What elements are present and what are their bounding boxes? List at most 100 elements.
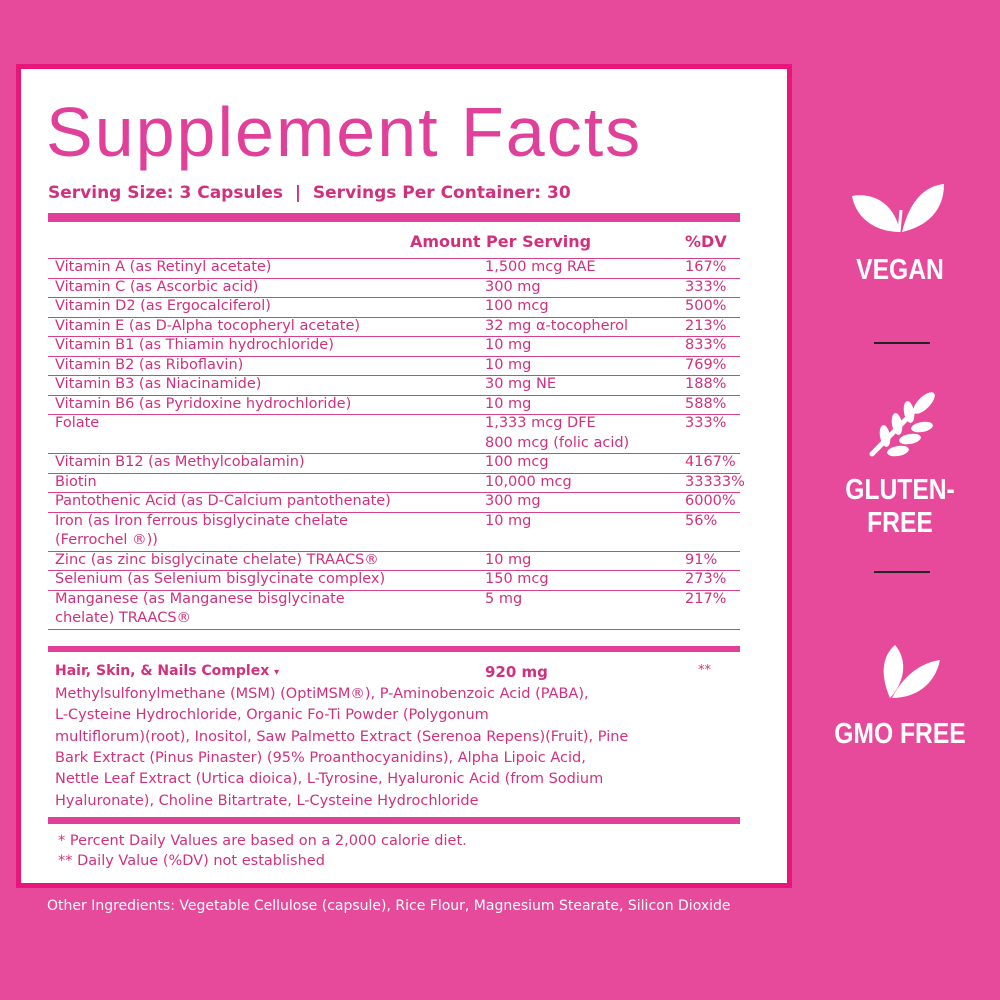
nutrient-name: Zinc (as zinc bisglycinate chelate) TRAA… — [55, 551, 379, 568]
vegan-icon — [852, 184, 944, 233]
nutrient-name: Selenium (as Selenium bisglycinate compl… — [55, 571, 386, 587]
daily-value: 769% — [685, 356, 727, 373]
amount: 5 mg — [485, 590, 523, 607]
footnote: ** Daily Value (%DV) not established — [58, 853, 325, 869]
row-rule — [48, 589, 740, 591]
nutrient-name: Vitamin B3 (as Niacinamide) — [55, 376, 262, 392]
badge: GMO FREE — [834, 718, 966, 750]
facts-panel — [16, 64, 792, 888]
row-rule — [48, 511, 740, 513]
nutrient-name: Manganese (as Manganese bisglycinate — [55, 590, 345, 607]
row-rule — [48, 258, 740, 259]
dv-header: %DV — [685, 232, 727, 251]
row-rule — [48, 472, 740, 474]
daily-value: 4167% — [685, 454, 736, 470]
footnote: * Percent Daily Values are based on a 2,… — [58, 833, 467, 849]
separator — [874, 342, 930, 344]
ingredient-line: L-Cysteine Hydrochloride, Organic Fo-Ti … — [55, 707, 489, 724]
row-rule — [48, 414, 740, 415]
daily-value: 273% — [685, 571, 727, 587]
daily-value: 833% — [685, 337, 727, 353]
complex-amount: 920 mg — [485, 663, 548, 681]
nutrient-name: Vitamin B1 (as Thiamin hydrochloride) — [55, 337, 334, 353]
nutrient-name: Biotin — [55, 473, 97, 490]
row-rule — [48, 453, 740, 454]
row-rule — [48, 492, 740, 493]
amount: 10 mg — [485, 512, 532, 529]
row-rule — [48, 628, 740, 630]
wheat-icon — [869, 392, 935, 457]
amount: 800 mcg (folic acid) — [485, 434, 630, 451]
nutrient-name: Pantothenic Acid (as D-Calcium pantothen… — [55, 493, 391, 509]
amount: 100 mcg — [485, 298, 549, 314]
daily-value: 217% — [685, 590, 727, 607]
complex-dv: ** — [698, 663, 711, 678]
nutrient-name: Vitamin D2 (as Ergocalciferol) — [55, 298, 271, 314]
daily-value: 91% — [685, 551, 718, 568]
nutrient-name: Vitamin B12 (as Methylcobalamin) — [55, 454, 305, 470]
row-rule — [48, 375, 740, 376]
nutrient-name: Vitamin E (as D-Alpha tocopheryl acetate… — [55, 317, 361, 334]
ingredient-line: Bark Extract (Pinus Pinaster) (95% Proan… — [55, 749, 586, 766]
row-rule — [48, 355, 740, 357]
amount: 150 mcg — [485, 571, 549, 587]
ingredient-line: Hyaluronate), Choline Bitartrate, L-Cyst… — [55, 792, 479, 809]
nutrient-name: (Ferrochel ®)) — [55, 532, 158, 548]
row-rule — [48, 277, 740, 279]
title: Supplement Facts — [46, 93, 643, 171]
amount: 10 mg — [485, 551, 532, 568]
amount: 10 mg — [485, 337, 532, 353]
amount-header: Amount Per Serving — [410, 232, 592, 251]
complex-name: Hair, Skin, & Nails Complex ▾ — [55, 663, 279, 679]
amount: 1,333 mcg DFE — [485, 415, 596, 431]
daily-value: 500% — [685, 298, 727, 314]
daily-value: 167% — [685, 259, 727, 275]
separator — [874, 571, 930, 573]
ingredient-line: multiflorum)(root), Inositol, Saw Palmet… — [55, 728, 629, 745]
amount: 100 mcg — [485, 454, 549, 470]
amount: 1,500 mcg RAE — [485, 259, 596, 275]
daily-value: 333% — [685, 278, 727, 295]
row-rule — [48, 297, 740, 298]
row-rule — [48, 336, 740, 337]
ingredient-line: Methylsulfonylmethane (MSM) (OptiMSM®), … — [55, 686, 589, 702]
nutrient-name: chelate) TRAACS® — [55, 610, 192, 626]
serving: Serving Size: 3 Capsules | Servings Per … — [48, 183, 571, 203]
row-rule — [48, 550, 740, 552]
amount: 30 mg NE — [485, 376, 557, 392]
daily-value: 33333% — [685, 473, 745, 490]
row-rule — [48, 570, 740, 571]
nutrient-name: Vitamin B2 (as Riboflavin) — [55, 356, 244, 373]
thick-rule — [48, 213, 740, 222]
row-rule — [48, 316, 740, 318]
nutrient-name: Folate — [55, 415, 100, 431]
amount: 300 mg — [485, 278, 541, 295]
thick-rule — [48, 817, 740, 824]
amount: 32 mg α-tocopherol — [485, 317, 629, 334]
nutrient-name: Iron (as Iron ferrous bisglycinate chela… — [55, 512, 348, 529]
daily-value: 6000% — [685, 493, 736, 509]
daily-value: 188% — [685, 376, 727, 392]
thick-rule — [48, 646, 740, 652]
nutrient-name: Vitamin A (as Retinyl acetate) — [55, 259, 272, 275]
row-rule — [48, 394, 740, 396]
amount: 300 mg — [485, 493, 541, 509]
other-ingredients: Other Ingredients: Vegetable Cellulose (… — [47, 898, 731, 914]
amount: 10 mg — [485, 395, 532, 412]
daily-value: 56% — [685, 512, 718, 529]
badge: GLUTEN-FREE — [845, 474, 955, 539]
ingredient-line: Nettle Leaf Extract (Urtica dioica), L-T… — [55, 771, 604, 788]
gmo-icon — [883, 645, 940, 698]
daily-value: 588% — [685, 395, 727, 412]
amount: 10 mg — [485, 356, 532, 373]
complex-marker: ▾ — [274, 667, 280, 678]
daily-value: 213% — [685, 317, 727, 334]
daily-value: 333% — [685, 415, 727, 431]
amount: 10,000 mcg — [485, 473, 572, 490]
complex-label: Hair, Skin, & Nails Complex — [55, 663, 270, 679]
badge: VEGAN — [856, 254, 944, 286]
nutrient-name: Vitamin C (as Ascorbic acid) — [55, 278, 259, 295]
nutrient-name: Vitamin B6 (as Pyridoxine hydrochloride) — [55, 395, 352, 412]
